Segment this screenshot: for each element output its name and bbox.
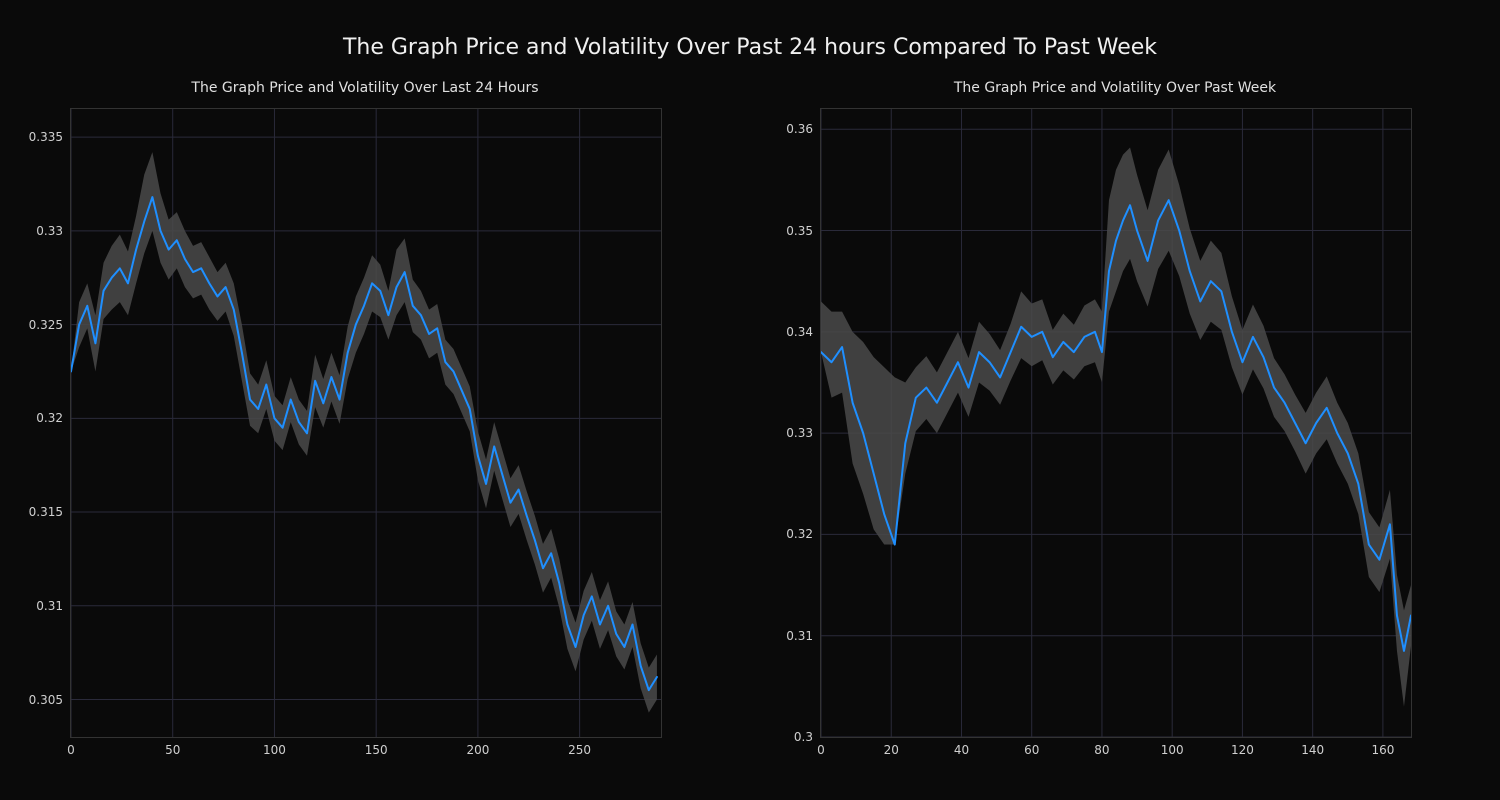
xtick-label: 40 <box>954 743 969 757</box>
ytick-label: 0.33 <box>36 224 63 238</box>
xtick-label: 0 <box>67 743 75 757</box>
subplot-24h-title: The Graph Price and Volatility Over Last… <box>70 80 660 96</box>
xtick-label: 120 <box>1231 743 1254 757</box>
ytick-label: 0.3 <box>794 730 813 744</box>
chart-svg <box>71 109 661 737</box>
xtick-label: 160 <box>1371 743 1394 757</box>
ytick-label: 0.315 <box>29 505 63 519</box>
ytick-label: 0.34 <box>786 325 813 339</box>
xtick-label: 150 <box>365 743 388 757</box>
xtick-label: 140 <box>1301 743 1324 757</box>
ytick-label: 0.35 <box>786 224 813 238</box>
xtick-label: 50 <box>165 743 180 757</box>
xtick-label: 250 <box>568 743 591 757</box>
chart-svg <box>821 109 1411 737</box>
subplot-24h-plotarea: 0.3050.310.3150.320.3250.330.33505010015… <box>70 108 662 738</box>
figure-suptitle: The Graph Price and Volatility Over Past… <box>0 35 1500 60</box>
ytick-label: 0.33 <box>786 426 813 440</box>
figure: The Graph Price and Volatility Over Past… <box>0 0 1500 800</box>
ytick-label: 0.36 <box>786 122 813 136</box>
xtick-label: 20 <box>884 743 899 757</box>
ytick-label: 0.305 <box>29 693 63 707</box>
subplot-week: The Graph Price and Volatility Over Past… <box>820 108 1410 736</box>
ytick-label: 0.32 <box>786 527 813 541</box>
xtick-label: 80 <box>1094 743 1109 757</box>
ytick-label: 0.335 <box>29 130 63 144</box>
xtick-label: 100 <box>263 743 286 757</box>
ytick-label: 0.31 <box>36 599 63 613</box>
subplot-24h: The Graph Price and Volatility Over Last… <box>70 108 660 736</box>
ytick-label: 0.31 <box>786 629 813 643</box>
xtick-label: 100 <box>1161 743 1184 757</box>
xtick-label: 60 <box>1024 743 1039 757</box>
ytick-label: 0.325 <box>29 318 63 332</box>
ytick-label: 0.32 <box>36 411 63 425</box>
xtick-label: 0 <box>817 743 825 757</box>
subplot-week-plotarea: 0.30.310.320.330.340.350.360204060801001… <box>820 108 1412 738</box>
subplot-week-title: The Graph Price and Volatility Over Past… <box>820 80 1410 96</box>
xtick-label: 200 <box>466 743 489 757</box>
